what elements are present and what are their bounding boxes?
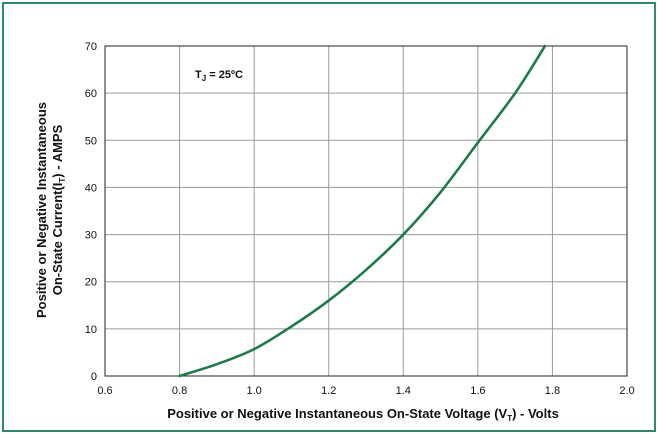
- x-axis-title: Positive or Negative Instantaneous On-St…: [167, 406, 559, 423]
- y-axis-title-line2: On-State Current(IT) - AMPS: [50, 124, 67, 295]
- x-tick-label: 1.2: [321, 385, 336, 397]
- y-axis-title: Positive or Negative Instantaneous On-St…: [34, 102, 67, 318]
- x-tick-label: 1.8: [545, 385, 560, 397]
- y-axis-title-line1: Positive or Negative Instantaneous: [34, 102, 49, 318]
- x-tick-label: 0.8: [172, 385, 187, 397]
- plot-area-border: [104, 45, 628, 377]
- x-tick-labels: 0.6 0.8 1.0 1.2 1.4 1.6 1.8 2.0: [97, 385, 634, 397]
- x-tick-label: 1.0: [246, 385, 261, 397]
- series-line: [178, 44, 547, 378]
- x-tick-label: 0.6: [97, 385, 112, 397]
- y-tick-label: 70: [85, 41, 97, 53]
- x-tick-label: 1.6: [470, 385, 485, 397]
- x-tick-label: 2.0: [619, 385, 634, 397]
- grid: [104, 45, 628, 377]
- y-tick-label: 20: [85, 277, 97, 289]
- y-tick-label: 40: [85, 182, 97, 194]
- y-tick-label: 0: [91, 371, 97, 383]
- y-tick-label: 60: [85, 88, 97, 100]
- x-tick-label: 1.4: [396, 385, 411, 397]
- y-tick-label: 10: [85, 324, 97, 336]
- y-tick-labels: 0 10 20 30 40 50 60 70: [85, 41, 97, 383]
- y-tick-label: 50: [85, 135, 97, 147]
- y-tick-label: 30: [85, 230, 97, 242]
- temperature-annotation: TJ = 25ºC: [195, 69, 243, 83]
